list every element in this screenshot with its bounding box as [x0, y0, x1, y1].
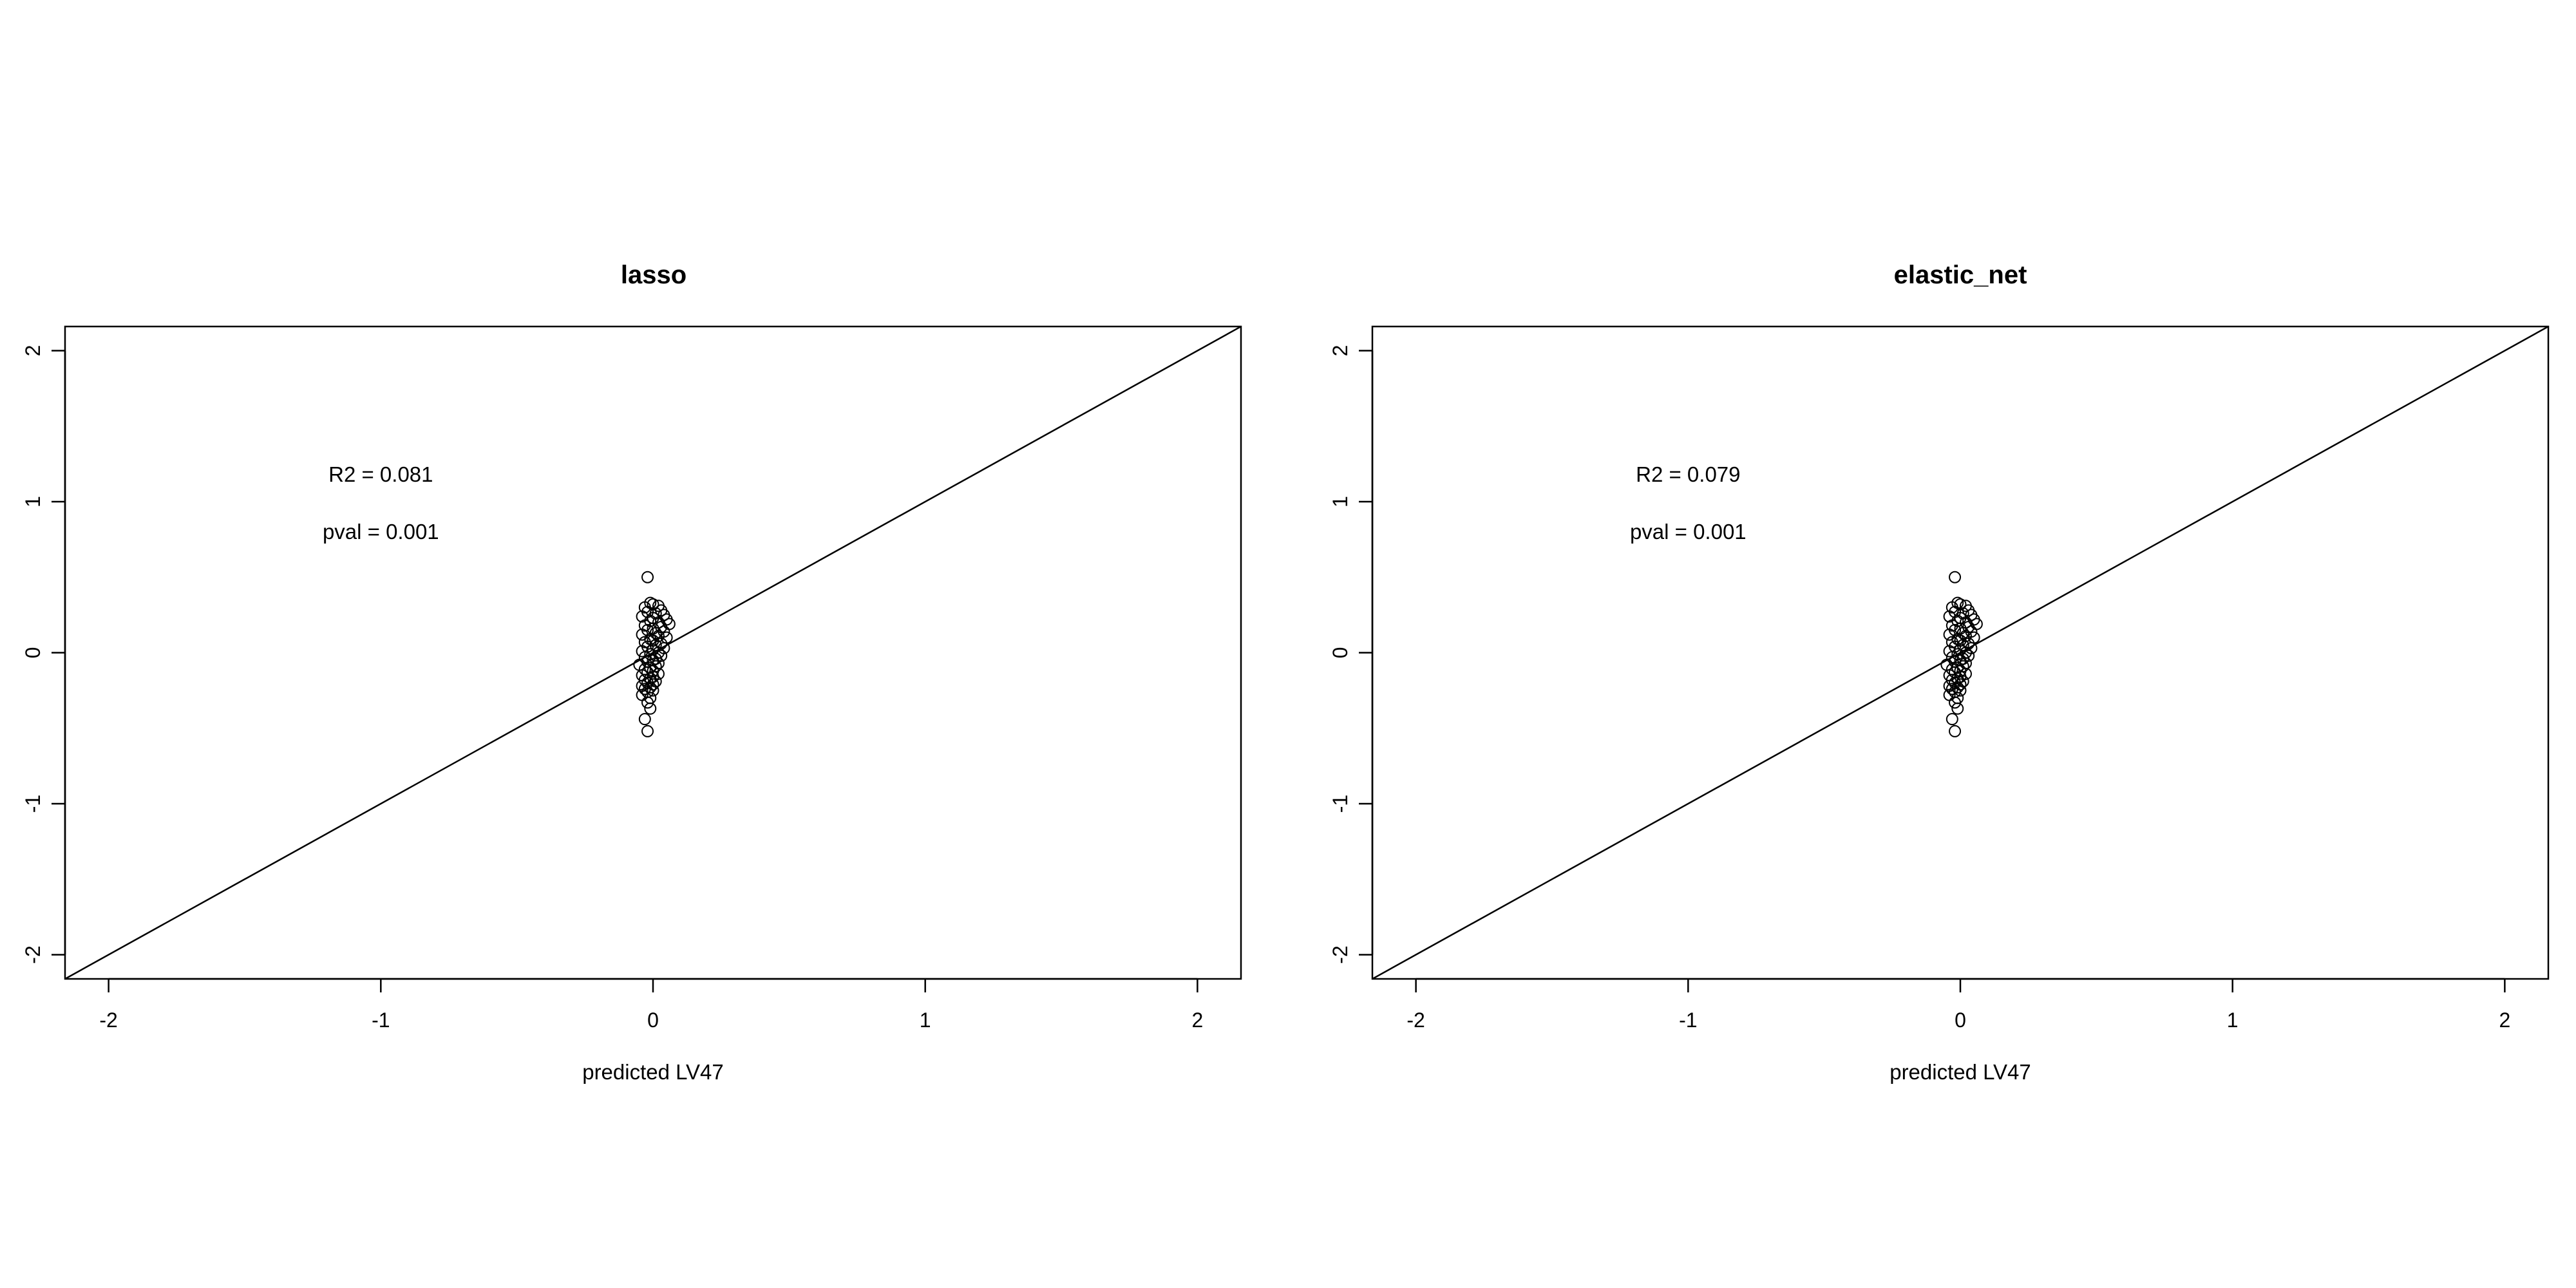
data-point	[638, 713, 651, 726]
data-point	[1951, 702, 1964, 715]
data-point	[641, 571, 654, 583]
x-axis-label: predicted LV47	[582, 1060, 724, 1084]
data-point	[1943, 645, 1956, 658]
r2-annotation: R2 = 0.081	[328, 462, 433, 486]
x-tick-label: -1	[1679, 1009, 1697, 1032]
x-tick-label: -1	[372, 1009, 390, 1032]
x-axis: -2 -1 0 1 2	[1406, 978, 2510, 1032]
y-axis: -2 -1 0 1 2	[21, 345, 66, 964]
y-tick-label: 0	[21, 647, 44, 659]
x-tick-label: 1	[920, 1009, 931, 1032]
y-tick-label: 2	[21, 345, 44, 357]
data-point	[647, 684, 659, 697]
r2-annotation: R2 = 0.079	[1636, 462, 1740, 486]
plot-area	[1372, 327, 2548, 979]
chart-title: lasso	[621, 261, 687, 289]
y-tick-label: -1	[1329, 795, 1352, 813]
data-point	[1949, 571, 1962, 583]
x-tick-label: 0	[1955, 1009, 1966, 1032]
data-point	[641, 696, 654, 709]
y-tick-label: -2	[1329, 945, 1352, 963]
y-tick-label: 1	[21, 496, 44, 507]
data-point	[636, 645, 649, 658]
y-axis: -2 -1 0 1 2	[1329, 345, 1374, 964]
y-tick-label: 2	[1329, 345, 1352, 357]
y-tick-label: 0	[1329, 647, 1352, 659]
x-tick-label: 0	[647, 1009, 659, 1032]
chart-title: elastic_net	[1894, 261, 2027, 289]
data-point	[641, 724, 654, 737]
plot-area	[65, 327, 1241, 979]
pval-annotation: pval = 0.001	[323, 520, 439, 544]
x-tick-label: 2	[1191, 1009, 1203, 1032]
data-point	[1946, 683, 1958, 696]
data-point	[1946, 713, 1958, 726]
data-point	[644, 702, 657, 715]
x-tick-label: -2	[1406, 1009, 1425, 1032]
data-point	[1949, 696, 1962, 709]
panel-lasso: lasso -2 -1 0 1 2 -2 -1 0 1 2 predicted LV47 R2 …	[21, 261, 1242, 1084]
panel-elastic-net: elastic_net -2 -1 0 1 2 -2 -1 0 1 2 predicted LV…	[1329, 261, 2550, 1084]
pval-annotation: pval = 0.001	[1630, 520, 1747, 544]
x-tick-label: 2	[2499, 1009, 2510, 1032]
x-tick-label: -2	[99, 1009, 117, 1032]
x-axis-label: predicted LV47	[1889, 1060, 2031, 1084]
y-tick-label: -2	[21, 945, 44, 963]
y-tick-label: -1	[21, 795, 44, 813]
x-tick-label: 1	[2227, 1009, 2239, 1032]
data-point	[638, 683, 651, 696]
data-point	[1949, 724, 1962, 737]
y-tick-label: 1	[1329, 496, 1352, 507]
x-axis: -2 -1 0 1 2	[99, 978, 1203, 1032]
data-point	[1954, 684, 1967, 697]
